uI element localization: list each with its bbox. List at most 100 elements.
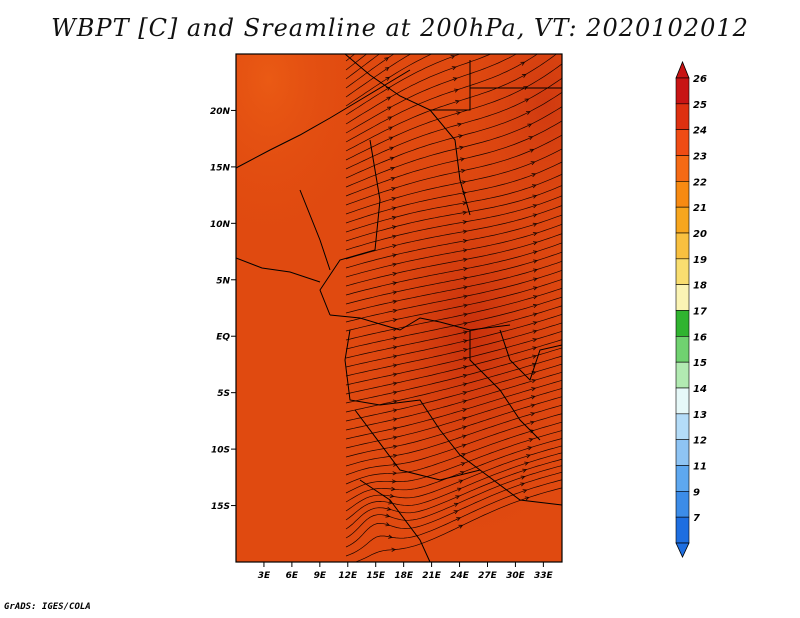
streamline-arrow	[531, 184, 537, 189]
streamline-arrow	[532, 232, 538, 236]
streamline	[345, 54, 518, 134]
colorbar-label: 23	[693, 152, 707, 163]
streamline-arrow	[392, 435, 398, 440]
streamline-arrow	[392, 417, 398, 422]
streamline-arrow	[533, 259, 538, 264]
streamline-arrow	[519, 50, 523, 53]
streamline-arrow	[463, 339, 468, 344]
map-frame	[235, 53, 563, 563]
streamline-arrow	[392, 444, 398, 449]
streamline-arrow	[456, 111, 462, 116]
streamline	[345, 421, 562, 485]
lat-label: EQ	[216, 333, 230, 343]
colorbar-swatch	[675, 181, 690, 208]
colorbar-swatch	[675, 232, 690, 260]
streamline-arrow	[532, 241, 538, 246]
streamline-arrow	[458, 524, 464, 529]
streamline-arrow	[462, 210, 468, 215]
lat-label: 20N	[210, 107, 231, 117]
colorbar-label: 9	[693, 487, 700, 498]
streamline	[345, 54, 368, 71]
streamline-arrow	[461, 434, 467, 439]
streamline-arrow	[533, 277, 538, 282]
colorbar-swatch	[675, 413, 690, 440]
streamline-arrow	[531, 362, 537, 367]
streamline-arrow	[391, 187, 397, 192]
colorbar-label: 14	[693, 384, 707, 395]
colorbar-label: 22	[693, 177, 707, 188]
streamline	[345, 322, 562, 377]
streamline-arrow	[391, 479, 397, 484]
streamline-arrow	[392, 408, 398, 413]
streamline-arrow	[457, 122, 463, 127]
streamline-arrow	[391, 197, 397, 202]
streamline-arrow	[532, 312, 538, 317]
streamline-arrow	[392, 281, 398, 286]
colorbar-swatch	[675, 336, 690, 363]
streamline	[345, 471, 562, 548]
streamline-arrow	[463, 356, 468, 361]
streamline	[345, 233, 562, 287]
streamline-arrow	[451, 66, 457, 71]
streamline	[345, 195, 562, 251]
streamline-arrow	[392, 354, 398, 359]
streamline-arrow	[460, 462, 466, 467]
streamline-arrow	[520, 475, 526, 480]
streamline-arrow	[462, 257, 468, 262]
streamline	[345, 330, 562, 386]
streamline-arrow	[390, 486, 396, 492]
streamline	[345, 54, 539, 143]
streamline-arrow	[462, 425, 467, 430]
streamline	[345, 305, 562, 359]
streamline	[345, 430, 562, 494]
streamline-arrow	[392, 372, 398, 377]
streamline	[345, 54, 395, 89]
streamline	[345, 287, 562, 341]
lat-label: 15S	[211, 502, 230, 512]
streamline	[345, 296, 562, 350]
streamline-arrow	[463, 348, 468, 353]
streamline-arrow	[384, 66, 390, 72]
streamline-arrow	[463, 294, 469, 299]
streamline	[345, 54, 356, 62]
streamline-arrow	[459, 471, 465, 475]
streamline	[345, 396, 562, 458]
cool-region-northwest	[236, 54, 562, 562]
lon-label: 15E	[366, 571, 386, 581]
colorbar: 26 25 24 23 22 21 20 19 18 17 16 15 14 13 12 11 9 7	[675, 60, 707, 558]
colorbar-swatch	[675, 103, 690, 130]
streamline-arrow	[521, 73, 527, 78]
streamline-arrow	[391, 215, 397, 221]
streamline-arrow	[532, 222, 538, 227]
lon-label: 24E	[450, 571, 470, 581]
streamline-arrow	[461, 180, 467, 185]
streamline-arrow	[392, 272, 398, 277]
streamline-arrow	[459, 145, 465, 150]
streamline	[345, 214, 562, 269]
colorbar-swatch	[675, 361, 690, 389]
streamline-arrow	[453, 502, 459, 507]
streamline-arrow	[392, 262, 398, 267]
streamline-arrow	[526, 111, 531, 115]
lon-label: 9E	[314, 571, 327, 581]
streamline-arrow	[392, 453, 398, 458]
lon-label: 6E	[286, 571, 299, 581]
lon-label: 21E	[422, 571, 442, 581]
streamline-arrow	[392, 471, 398, 476]
streamline-arrow	[463, 303, 469, 308]
streamline-arrow	[528, 136, 534, 141]
colorbar-label: 7	[693, 513, 700, 524]
colorbar-label: 17	[693, 307, 707, 318]
streamline	[345, 54, 380, 80]
colorbar-label: 13	[693, 410, 707, 421]
streamline-arrow	[392, 345, 398, 350]
streamline-arrow	[455, 495, 461, 500]
streamline	[345, 185, 562, 242]
streamline-arrow	[463, 312, 469, 317]
streamline-arrow	[530, 412, 536, 417]
streamline-arrow	[455, 99, 460, 104]
streamline-arrow	[452, 77, 458, 82]
streamline-arrow	[384, 57, 390, 62]
streamline-arrow	[532, 329, 538, 334]
